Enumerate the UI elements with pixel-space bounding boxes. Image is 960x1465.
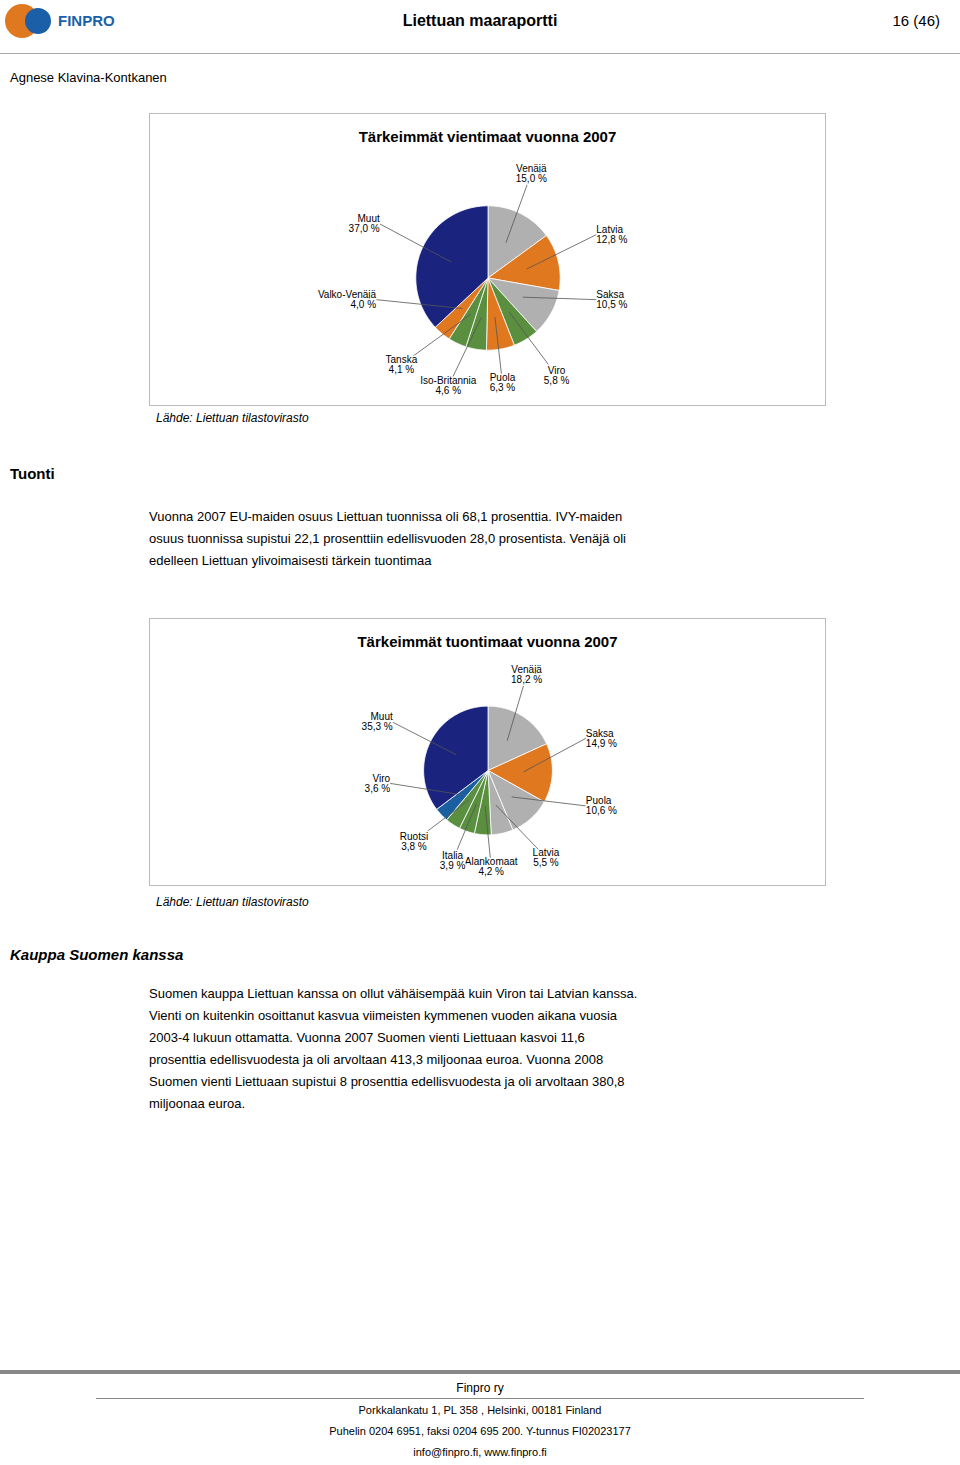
svg-text:Muut35,3 %: Muut35,3 % <box>362 711 393 732</box>
svg-text:Iso-Britannia4,6 %: Iso-Britannia4,6 % <box>420 375 477 396</box>
html-text:info@finpro.fi, www.finpro.fi: info@finpro.fi, www.finpro.fi <box>413 1446 547 1458</box>
html-text:Puhelin 0204 6951, faksi 0204: Puhelin 0204 6951, faksi 0204 695 200. Y… <box>329 1425 631 1437</box>
svg-text:Venäjä15,0 %: Venäjä15,0 % <box>516 163 547 184</box>
html-text:Tärkeimmät vientimaat vuonna 2: Tärkeimmät vientimaat vuonna 2007 <box>358 128 617 145</box>
svg-text:Venäjä18,2 %: Venäjä18,2 % <box>511 664 542 685</box>
html-text:Tärkeimmät tuontimaat vuonna 2: Tärkeimmät tuontimaat vuonna 2007 <box>357 633 618 650</box>
svg-text:Muut37,0 %: Muut37,0 % <box>349 213 380 234</box>
svg-text:Alankomaat4,2 %: Alankomaat4,2 % <box>465 856 518 877</box>
svg-text:Italia3,9 %: Italia3,9 % <box>440 850 466 871</box>
svg-text:Puola10,6 %: Puola10,6 % <box>586 795 617 816</box>
svg-text:Puola6,3 %: Puola6,3 % <box>490 372 516 393</box>
svg-text:Saksa10,5 %: Saksa10,5 % <box>596 289 627 310</box>
html-text:FINPRO: FINPRO <box>58 12 115 29</box>
svg-text:Viro3,6 %: Viro3,6 % <box>365 773 391 794</box>
html-text:Porkkalankatu 1, PL 358 , Hels: Porkkalankatu 1, PL 358 , Helsinki, 0018… <box>358 1404 602 1416</box>
html-text:16 (46): 16 (46) <box>892 12 940 29</box>
svg-text:Ruotsi3,8 %: Ruotsi3,8 % <box>400 831 428 852</box>
html-text:Tuonti: Tuonti <box>10 465 55 482</box>
svg-text:Valko-Venäjä4,0 %: Valko-Venäjä4,0 % <box>318 289 377 310</box>
html-text:Agnese Klavina-Kontkanen: Agnese Klavina-Kontkanen <box>10 70 167 85</box>
html-text:Vuonna 2007 EU-maiden osuus Li: Vuonna 2007 EU-maiden osuus Liettuan tuo… <box>149 509 626 568</box>
html-text:Liettuan maaraportti: Liettuan maaraportti <box>402 12 558 29</box>
svg-text:Latvia12,8 %: Latvia12,8 % <box>596 224 627 245</box>
html-text:Kauppa Suomen kanssa: Kauppa Suomen kanssa <box>10 946 184 963</box>
html-text:Suomen kauppa Liettuan kanssa: Suomen kauppa Liettuan kanssa on ollut v… <box>149 986 638 1111</box>
html-text:Finpro ry: Finpro ry <box>456 1381 504 1395</box>
svg-text:Tanska4,1 %: Tanska4,1 % <box>386 354 418 375</box>
svg-text:Viro5,8 %: Viro5,8 % <box>544 365 570 386</box>
html-text:Lähde: Liettuan tilastovirasto: Lähde: Liettuan tilastovirasto <box>156 411 309 425</box>
svg-text:Latvia5,5 %: Latvia5,5 % <box>533 847 560 868</box>
svg-text:Saksa14,9 %: Saksa14,9 % <box>586 728 617 749</box>
html-text:Lähde: Liettuan tilastovirasto: Lähde: Liettuan tilastovirasto <box>156 895 309 909</box>
